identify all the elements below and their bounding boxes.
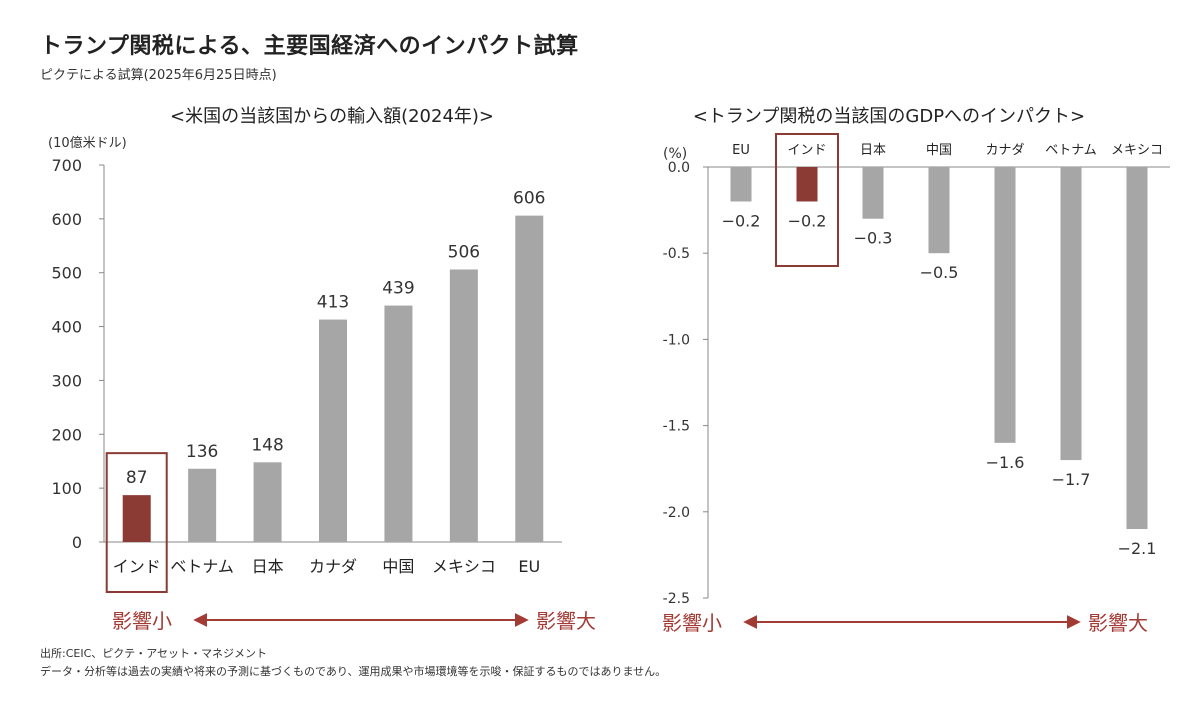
right-bar [1060, 167, 1082, 461]
left-bar [319, 319, 347, 542]
right-ytick-label: -2.5 [663, 591, 690, 607]
left-category-label: EU [518, 557, 540, 576]
left-category-label: ベトナム [170, 557, 234, 576]
right-ytick-label: -1.0 [663, 332, 690, 348]
left-category-label: インド [113, 557, 161, 576]
right-bar-value-label: −0.2 [722, 211, 761, 230]
right-bar [1126, 167, 1148, 530]
right-ytick-label: -1.5 [663, 419, 690, 435]
footnote-disclaimer: データ・分析等は過去の実績や将来の予測に基づくものであり、運用成果や市場環境等を… [40, 665, 667, 678]
right-category-label: 日本 [860, 143, 886, 158]
right-bar [730, 167, 752, 202]
left-bar [384, 305, 413, 542]
right-highlight-box [775, 133, 839, 267]
right-chart-title: <トランプ関税の当該国のGDPへのインパクト> [693, 106, 1085, 127]
left-bar [253, 462, 282, 542]
right-ytick-label: -2.0 [663, 505, 690, 521]
right-bar [928, 167, 950, 254]
right-ytick-label: -0.5 [663, 246, 690, 262]
left-category-label: 日本 [252, 557, 284, 576]
right-bar [796, 167, 818, 202]
right-bar-value-label: −1.6 [986, 453, 1025, 472]
right-bar-value-label: −1.7 [1052, 470, 1091, 489]
left-ytick-label: 100 [51, 479, 82, 498]
left-bar [188, 468, 217, 542]
right-bar [994, 167, 1016, 443]
right-category-label: メキシコ [1111, 143, 1163, 158]
right-category-label: EU [732, 143, 750, 158]
right-ytick-label: 0.0 [668, 160, 690, 176]
right-bar [862, 167, 884, 219]
right-chart-ylabel: (%) [663, 146, 687, 162]
left-ytick-label: 600 [51, 210, 82, 229]
left-bar-value-label: 439 [382, 279, 414, 299]
right-bar-value-label: −0.5 [920, 263, 959, 282]
right-bar-value-label: −0.3 [854, 229, 893, 248]
left-chart-title: <米国の当該国からの輸入額(2024年)> [170, 106, 494, 127]
left-bar-value-label: 413 [317, 293, 349, 313]
left-impact-small-label: 影響小 [112, 609, 172, 633]
right-bar-value-label: −2.1 [1118, 539, 1157, 558]
right-category-label: インド [787, 143, 826, 158]
left-ytick-label: 0 [72, 533, 82, 552]
left-category-label: カナダ [309, 557, 357, 576]
left-bar [122, 495, 151, 542]
right-category-label: 中国 [926, 143, 952, 158]
left-impact-large-label: 影響大 [536, 609, 596, 633]
left-bar-value-label: 87 [126, 468, 148, 488]
left-bar [515, 215, 544, 542]
left-ytick-label: 200 [51, 425, 82, 444]
left-ytick-label: 300 [51, 371, 82, 390]
right-impact-large-label: 影響大 [1088, 611, 1148, 635]
left-category-label: メキシコ [432, 557, 496, 576]
right-impact-small-label: 影響小 [662, 611, 722, 635]
left-ytick-label: 500 [51, 264, 82, 283]
page-title: トランプ関税による、主要国経済へのインパクト試算 [40, 34, 579, 59]
left-bar-value-label: 136 [186, 442, 218, 462]
left-category-label: 中国 [382, 557, 414, 576]
left-ytick-label: 700 [51, 156, 82, 175]
page-subtitle: ピクテによる試算(2025年6月25日時点) [40, 68, 277, 83]
right-category-label: ベトナム [1045, 143, 1097, 158]
footnote-source: 出所:CEIC、ピクテ・アセット・マネジメント [40, 647, 268, 660]
left-ytick-label: 400 [51, 318, 82, 337]
left-bar-value-label: 506 [448, 242, 480, 262]
left-highlight-box [105, 452, 168, 593]
left-bar-value-label: 148 [251, 435, 283, 455]
left-bar [449, 269, 478, 542]
right-bar-value-label: −0.2 [788, 211, 827, 230]
left-bar-value-label: 606 [513, 189, 545, 209]
left-chart-ylabel: (10億米ドル) [48, 135, 127, 151]
right-category-label: カナダ [985, 143, 1024, 158]
